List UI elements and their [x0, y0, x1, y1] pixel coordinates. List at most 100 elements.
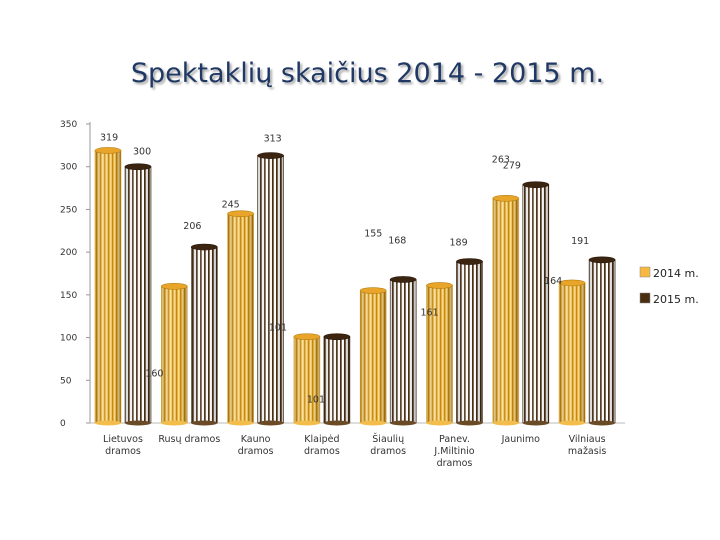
- x-tick-label: Šiaulių dramos: [370, 433, 406, 457]
- bar-cap: [359, 287, 387, 294]
- x-tick-label-line: J.Miltinio: [433, 446, 474, 457]
- bar-cap: [257, 152, 284, 159]
- legend-swatch: [639, 266, 651, 278]
- bar-shade: [589, 259, 616, 423]
- bar-base: [589, 420, 616, 426]
- x-tick-label: Klaipėd dramos: [304, 434, 340, 457]
- y-tick-label: 350: [60, 120, 77, 130]
- bar-cap: [124, 163, 152, 171]
- y-tick-label: 300: [60, 163, 77, 173]
- bar-shade: [522, 184, 549, 423]
- y-tick-label: 0: [60, 419, 66, 429]
- y-tick-label: 150: [60, 291, 77, 301]
- x-tick-label: Panev. J.Miltinio dramos: [433, 434, 474, 469]
- bar-cap: [323, 333, 351, 341]
- data-label: 313: [264, 134, 282, 145]
- bar-cap: [227, 210, 254, 217]
- bar-base: [257, 420, 284, 426]
- data-label: 206: [183, 221, 201, 232]
- x-tick-label-line: Lietuvos: [103, 434, 143, 445]
- bar-shade: [492, 198, 519, 423]
- data-label: 101: [269, 323, 287, 334]
- bar-shade: [125, 166, 151, 423]
- data-label: 189: [450, 238, 468, 249]
- x-tick-label-line: dramos: [437, 458, 473, 469]
- bar-shade: [161, 286, 188, 423]
- bar-shade: [360, 290, 387, 423]
- bar-cap: [293, 333, 321, 341]
- x-tick-label-line: dramos: [105, 446, 141, 457]
- bar-base: [360, 420, 387, 426]
- data-label: 191: [571, 236, 589, 247]
- data-label: 161: [421, 307, 439, 318]
- bar-cap: [492, 195, 520, 202]
- bar-base: [293, 420, 320, 426]
- bar-base: [426, 420, 453, 426]
- bar-cap: [522, 181, 550, 188]
- bar-base: [456, 420, 483, 426]
- x-tick-label-line: Panev.: [439, 434, 470, 445]
- x-tick-label-line: dramos: [238, 446, 274, 457]
- bar-shade: [227, 213, 254, 423]
- bar-base: [125, 420, 151, 426]
- data-label: 155: [364, 229, 382, 240]
- bar-cap: [94, 147, 122, 154]
- bar-cap: [426, 282, 453, 289]
- bar-shade: [95, 150, 121, 424]
- y-tick-label: 50: [60, 376, 72, 386]
- bar-base: [161, 420, 188, 426]
- x-tick-label-line: Rusų dramos: [158, 434, 220, 445]
- bar-shade: [191, 247, 218, 423]
- x-tick-label: Vilniaus mažasis: [568, 434, 606, 457]
- x-tick-label-line: Vilniaus: [569, 434, 606, 445]
- bar-shade: [323, 336, 350, 423]
- bar-base: [323, 420, 350, 426]
- bar-base: [559, 420, 586, 426]
- data-label: 279: [503, 161, 521, 172]
- legend-label: 2014 m.: [653, 267, 699, 280]
- x-tick-label: Lietuvos dramos: [103, 434, 143, 457]
- data-label: 300: [133, 147, 151, 158]
- bar-cap: [191, 243, 218, 251]
- data-label: 160: [145, 368, 163, 379]
- bar-shade: [257, 155, 284, 423]
- bar-cap: [389, 276, 417, 283]
- legend-swatch: [639, 292, 651, 304]
- data-label: 168: [388, 235, 406, 246]
- bar-shade: [426, 285, 453, 423]
- bar-cap: [161, 283, 188, 290]
- legend-label: 2015 m.: [653, 293, 699, 306]
- bar-base: [191, 420, 218, 426]
- y-tick-label: 200: [60, 248, 77, 258]
- chart-title: Spektaklių skaičius 2014 - 2015 m.: [130, 58, 605, 89]
- bar-cap: [558, 279, 586, 287]
- x-tick-label-line: Klaipėd: [304, 434, 339, 445]
- x-tick-label-line: Šiaulių: [372, 433, 404, 445]
- bar-shade: [559, 282, 586, 423]
- data-label: 319: [100, 132, 118, 143]
- x-tick-label: Kauno dramos: [238, 434, 274, 457]
- x-tick-label-line: Jaunimo: [501, 434, 541, 445]
- x-tick-label: Jaunimo: [501, 434, 541, 445]
- data-label: 245: [222, 200, 240, 211]
- y-tick-label: 100: [60, 334, 77, 344]
- bar-shade: [390, 279, 417, 423]
- bar-shade: [456, 261, 483, 423]
- bar-base: [390, 420, 417, 426]
- x-tick-label-line: dramos: [370, 446, 406, 457]
- bar-shade: [293, 336, 320, 423]
- data-label: 164: [544, 276, 562, 287]
- bar-base: [95, 420, 121, 426]
- x-tick-label: Rusų dramos: [158, 434, 220, 445]
- bar-cap: [588, 256, 616, 264]
- bar-base: [522, 420, 549, 426]
- x-tick-label-line: mažasis: [568, 446, 606, 457]
- data-label: 263: [492, 154, 510, 165]
- bar-base: [492, 420, 519, 426]
- bar-cap: [456, 258, 483, 265]
- data-label: 101: [307, 395, 325, 406]
- x-tick-label-line: Kauno: [241, 434, 271, 445]
- y-tick-label: 250: [60, 205, 77, 215]
- x-tick-label-line: dramos: [304, 446, 340, 457]
